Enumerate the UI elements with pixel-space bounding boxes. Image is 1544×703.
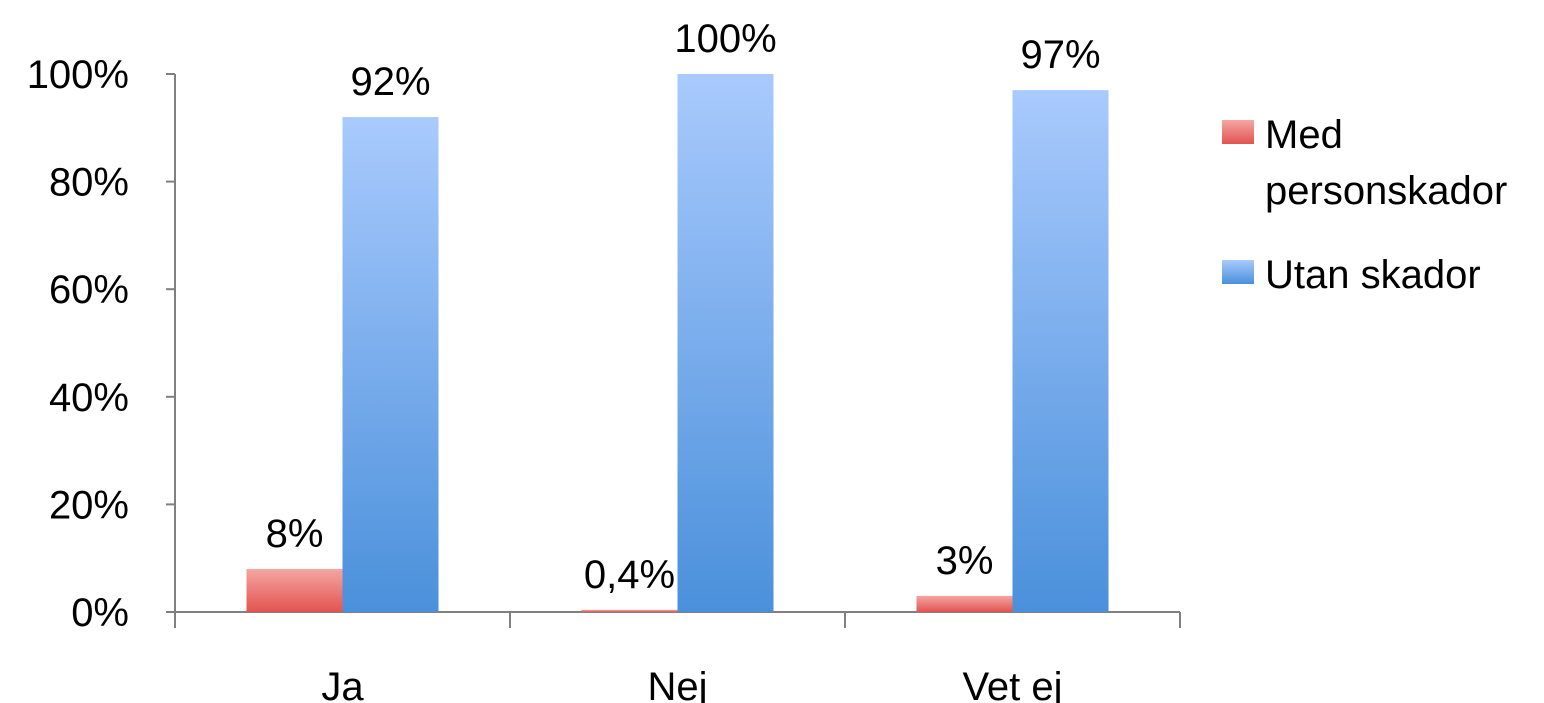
data-labels: 8% 92% 0,4% 100% 3% 97% <box>266 17 1101 597</box>
bars <box>246 74 1109 612</box>
y-tick-label: 40% <box>49 376 129 420</box>
x-tick-label: Vet ej <box>962 665 1062 703</box>
legend-label: Utan skador <box>1265 253 1481 297</box>
legend-label: Med <box>1265 113 1343 157</box>
y-tick-label: 60% <box>49 268 129 312</box>
bar <box>916 595 1013 612</box>
bar <box>677 74 774 612</box>
legend-label: personskador <box>1265 169 1507 213</box>
data-label: 92% <box>350 60 430 104</box>
data-label: 97% <box>1020 33 1100 77</box>
legend-swatch <box>1222 260 1254 284</box>
legend-swatch <box>1222 120 1254 144</box>
y-axis: 0% 20% 40% 60% 80% 100% <box>27 53 176 635</box>
y-tick-label: 0% <box>71 591 129 635</box>
x-axis: Ja Nej Vet ej <box>174 611 1181 703</box>
legend: Med personskador Utan skador <box>1222 113 1507 297</box>
bar <box>1012 90 1109 612</box>
x-tick-label: Nej <box>647 665 707 703</box>
bar <box>581 609 678 612</box>
data-label: 3% <box>936 539 994 583</box>
bar <box>246 568 343 612</box>
y-tick-label: 80% <box>49 161 129 205</box>
y-tick-label: 20% <box>49 483 129 527</box>
y-tick-label: 100% <box>27 53 129 97</box>
bar <box>342 117 439 612</box>
data-label: 0,4% <box>584 553 675 597</box>
x-tick-label: Ja <box>321 665 364 703</box>
data-label: 8% <box>266 512 324 556</box>
data-label: 100% <box>674 17 776 61</box>
